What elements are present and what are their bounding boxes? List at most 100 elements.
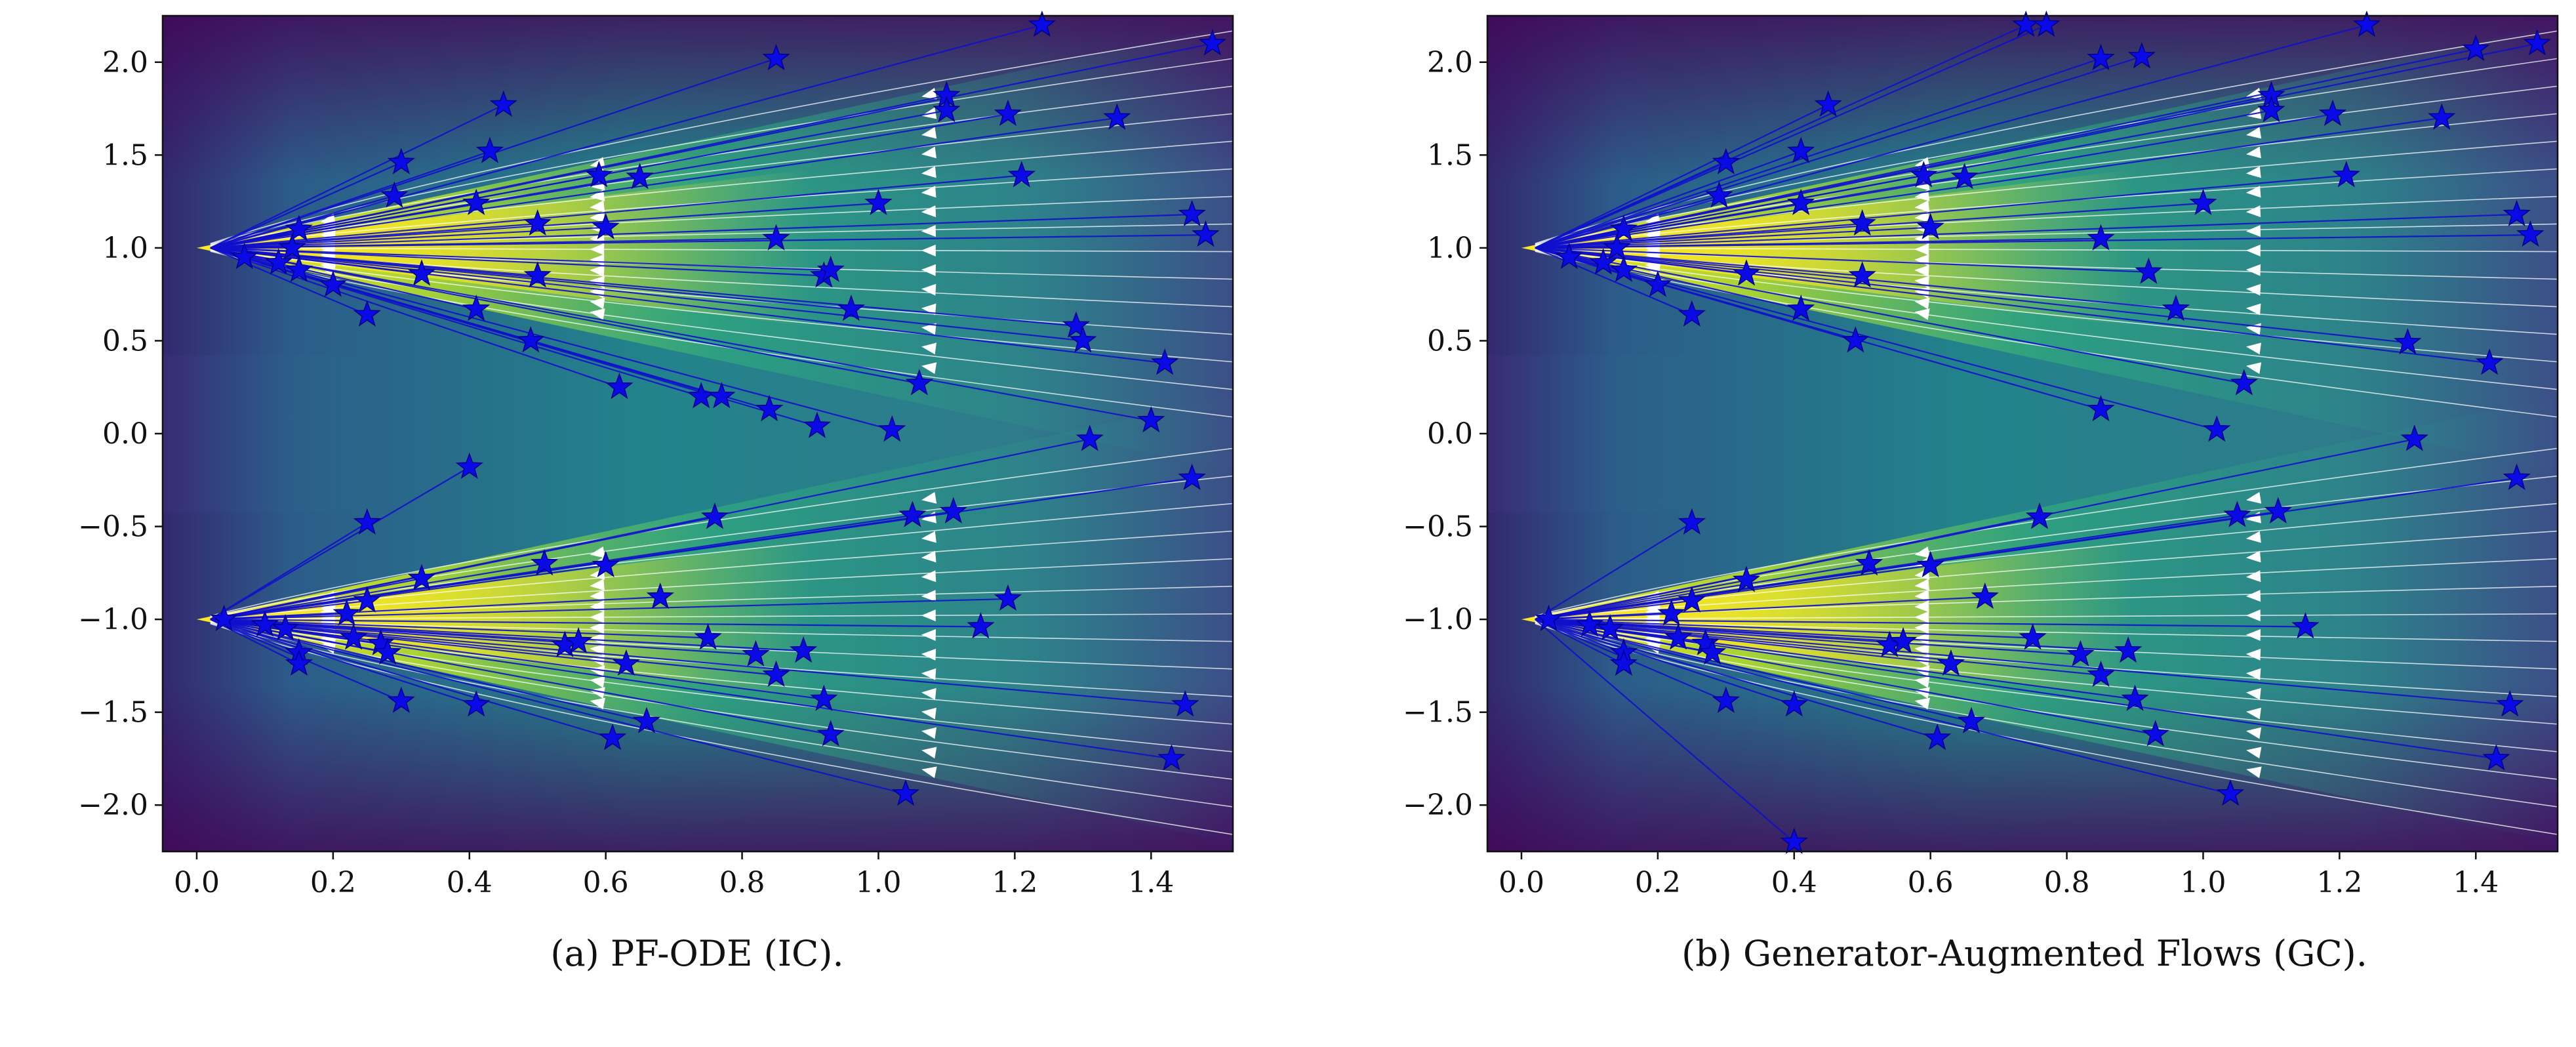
star-marker [332,599,361,626]
trajectory-line [210,247,1076,327]
trajectory-line [1535,174,2346,249]
x-tick-label: 0.6 [583,866,629,899]
x-tick-label: 0.2 [310,866,356,899]
trajectory-line [210,117,1117,249]
star-marker [2428,103,2456,130]
star-marker [646,582,674,609]
x-tick-label: 0.6 [1908,866,1954,899]
star-marker [2066,640,2095,667]
trajectory-line [210,619,708,639]
star-marker [462,295,491,321]
y-tick-label: −0.5 [1403,510,1473,544]
star-marker [2127,42,2156,69]
stream-arrow [590,157,605,169]
trajectory-line [1535,228,1624,249]
y-tick-label: −2.0 [1403,789,1473,822]
star-marker [1150,348,1179,375]
star-marker [1916,550,1944,577]
stream-arrow [2246,766,2262,779]
stream-arrow [1914,697,1930,710]
x-tick-label: 0.4 [447,866,493,899]
streamline [1535,85,2558,245]
trajectory-line [210,619,981,628]
star-marker [762,660,790,687]
star-marker [1678,300,1706,327]
streamline [210,168,1233,247]
star-marker [2223,501,2251,527]
star-marker [1137,406,1165,433]
star-marker [1848,261,1876,288]
trajectory-endpoints [1535,10,2551,854]
stream-arrow [320,642,336,654]
streamline [210,250,1233,390]
trajectory-line [1535,94,2272,249]
stream-arrow [921,727,937,739]
stream-arrow [590,265,605,277]
trajectory-line [1535,247,2149,273]
star-marker [994,99,1022,126]
caption-b: (b) Generator-Augmented Flows (GC). [1681,933,2367,974]
stream-arrow [590,200,605,213]
stream-arrow [2245,166,2261,178]
x-tick-label: 1.4 [1128,866,1174,899]
trajectory-line [1535,619,2033,639]
star-marker [1712,148,1740,174]
trajectory-line [210,247,368,316]
trajectory-line [1535,247,1693,316]
trajectories [210,24,1213,795]
trajectory-line [210,104,504,249]
y-tick-label: 1.0 [102,232,148,265]
stream-arrow [590,589,605,602]
stream-arrow [2245,244,2261,257]
stream-arrow [2245,531,2261,543]
stream-arrow [2246,342,2261,355]
stream-arrow [2246,747,2262,759]
stream-arrow [2245,629,2261,641]
streamlines [1535,30,2558,835]
stream-arrow [921,283,936,296]
star-marker [489,90,517,117]
stream-arrow [1914,579,1929,591]
stream-arrow [590,308,605,320]
star-marker [1062,311,1091,338]
star-marker [878,415,906,442]
star-marker [251,610,279,637]
streamline [210,620,1233,697]
streamline [1535,58,2558,245]
trajectory-line [1535,619,2510,706]
star-marker [891,779,920,806]
star-marker [1971,582,1999,609]
stream-arrow [921,186,936,198]
caption-a: (a) PF-ODE (IC). [550,933,843,974]
star-marker [1103,103,1131,130]
star-marker [1603,233,1631,260]
trajectory-line [210,202,477,249]
trajectory-line [210,247,620,388]
star-marker [1889,626,1918,654]
stream-arrow [1914,632,1929,645]
trajectory-line [1535,619,1972,722]
streamline [210,623,1233,835]
star-marker [353,508,382,535]
star-marker [967,612,995,639]
x-tick-label: 0.0 [174,866,220,899]
trajectory-line [1535,477,2517,621]
star-marker [1192,220,1220,247]
star-marker [1678,586,1706,613]
stream-arrow [921,590,936,602]
trajectory-line [210,94,947,249]
star-marker [1923,724,1952,750]
stream-arrow [2245,205,2261,218]
star-marker [285,649,313,676]
star-marker [339,623,368,650]
star-marker [708,382,736,409]
star-marker [2189,188,2217,215]
x-tick-label: 1.2 [992,866,1037,899]
star-marker [373,638,402,665]
stream-arrow [921,648,936,661]
stream-arrow [921,550,936,563]
star-marker [272,614,300,641]
star-marker [2216,779,2245,806]
star-marker [387,148,415,174]
